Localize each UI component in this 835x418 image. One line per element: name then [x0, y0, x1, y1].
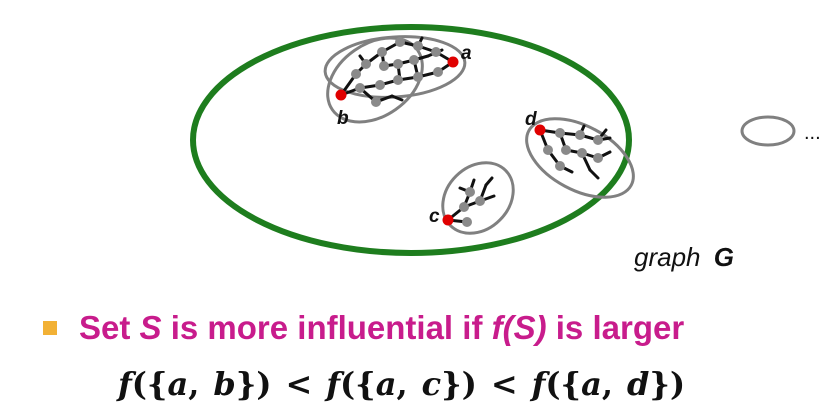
bullet-text-part: Set	[79, 309, 140, 346]
seed-node-a	[447, 56, 459, 68]
nodes	[351, 37, 603, 227]
cascade-d	[525, 117, 635, 199]
graph-caption-symbol: G	[714, 242, 734, 272]
formula-f: f	[118, 365, 132, 403]
bullet-marker	[43, 321, 57, 335]
ellipsis-text: ...	[804, 122, 821, 144]
label-c: c	[429, 206, 440, 227]
bullet-point: Set S is more influential if f(S) is lar…	[40, 300, 830, 356]
formula-close: })	[441, 365, 477, 403]
other-graph-outline	[740, 115, 796, 147]
formula-comma: ,	[396, 365, 408, 403]
graph-caption-word: graph	[634, 242, 701, 272]
inequality-formula: f({a, b}) < f({a, c}) < f({a, d})	[118, 356, 685, 412]
formula-comma: ,	[601, 365, 613, 403]
formula-close: })	[649, 365, 686, 403]
formula-term: b	[213, 365, 236, 403]
seed-node-d	[534, 124, 546, 136]
formula-f: f	[531, 365, 546, 403]
formula-less-than: <	[490, 365, 518, 403]
label-d: d	[525, 109, 537, 130]
formula-close: })	[235, 365, 272, 403]
label-a: a	[461, 43, 472, 64]
seed-node-c	[442, 214, 454, 226]
formula-comma: ,	[188, 365, 200, 403]
cascade-c	[441, 161, 515, 235]
formula-term: a	[581, 365, 602, 403]
formula-open: ({	[545, 365, 582, 403]
seed-node-b	[335, 89, 347, 101]
formula-term: d	[627, 365, 650, 403]
formula-less-than: <	[285, 365, 313, 403]
bullet-text: Set S is more influential if f(S) is lar…	[79, 309, 684, 347]
formula-open: ({	[340, 365, 376, 403]
bullet-text-function: f(S)	[491, 309, 547, 346]
formula-term: a	[375, 365, 397, 403]
graph-g-outline	[190, 24, 632, 256]
bullet-text-part: is more influential if	[161, 309, 492, 346]
graph-diagram: a b c d ... graph G	[190, 24, 821, 272]
formula-open: ({	[131, 365, 168, 403]
label-b: b	[337, 108, 349, 129]
formula-term: c	[421, 365, 442, 403]
bullet-text-part: is larger	[546, 309, 685, 346]
formula-term: a	[167, 365, 189, 403]
graph-caption: graph G	[634, 242, 734, 272]
bullet-text-set-symbol: S	[139, 309, 162, 346]
formula-f: f	[326, 365, 341, 403]
